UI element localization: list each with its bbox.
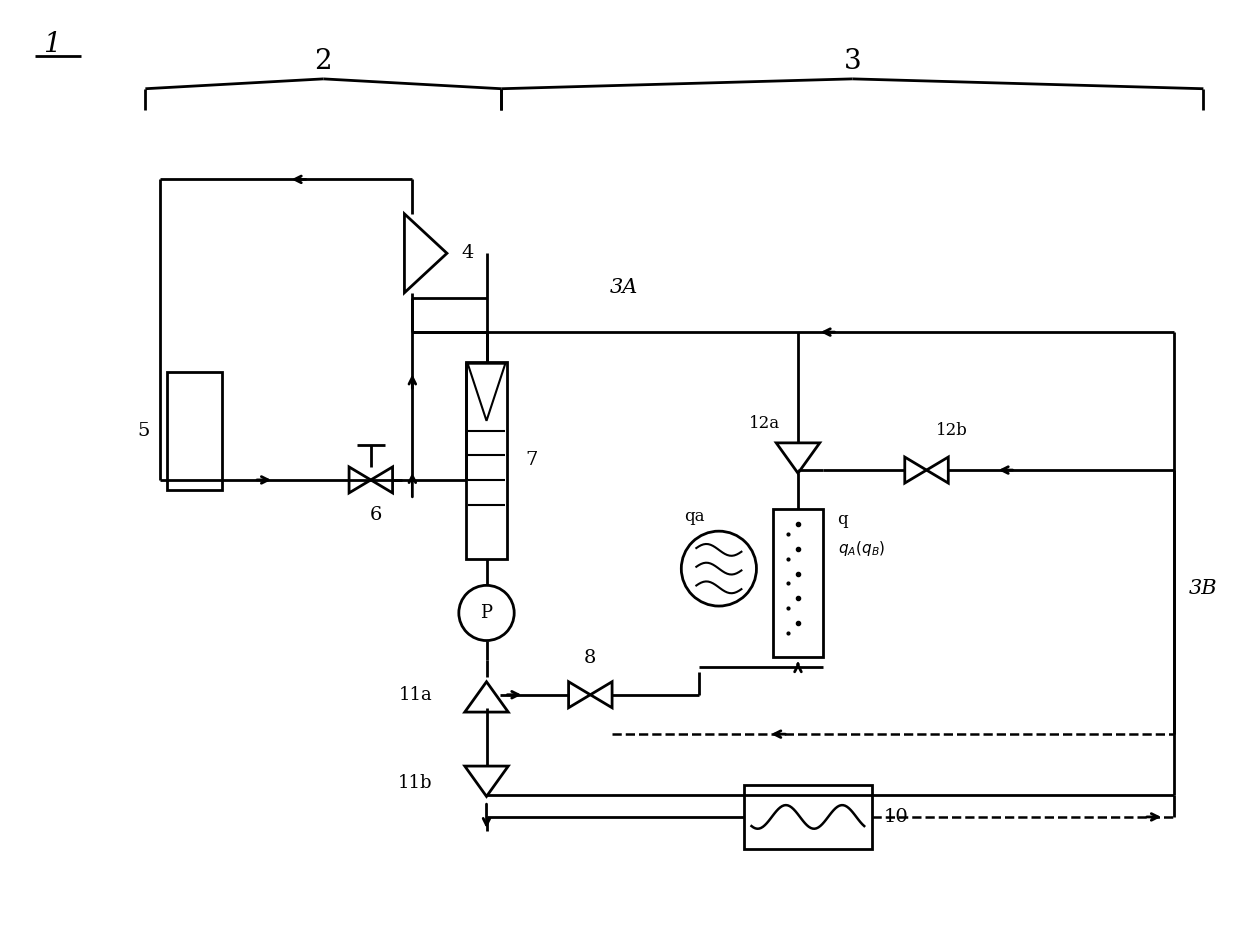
Text: 10: 10 [884,808,909,826]
Circle shape [459,585,515,640]
Polygon shape [905,457,926,484]
Text: 3A: 3A [610,278,639,297]
Polygon shape [371,466,393,493]
Bar [466,362,507,559]
Text: 1: 1 [42,31,61,58]
Text: 8: 8 [584,649,596,667]
Polygon shape [569,682,590,708]
Polygon shape [590,682,613,708]
Text: P: P [481,604,492,622]
Bar [774,509,822,657]
Text: 6: 6 [370,505,382,523]
Text: qa: qa [684,508,704,525]
Text: 2: 2 [315,48,332,75]
Text: 3: 3 [843,48,862,75]
Polygon shape [926,457,949,484]
Text: 7: 7 [525,451,537,469]
Text: 12b: 12b [936,422,968,439]
Text: 12a: 12a [749,415,780,432]
Text: 11b: 11b [398,774,432,792]
Text: 11a: 11a [398,686,432,704]
Text: $q_A(q_B)$: $q_A(q_B)$ [837,540,885,559]
Polygon shape [776,443,820,473]
Polygon shape [465,766,508,796]
Text: q: q [837,511,848,528]
Bar [167,371,222,490]
Bar [744,786,872,849]
Text: 3B: 3B [1189,579,1218,598]
Polygon shape [465,682,508,712]
Polygon shape [350,466,371,493]
Text: 4: 4 [461,244,474,262]
Text: 5: 5 [136,422,149,440]
